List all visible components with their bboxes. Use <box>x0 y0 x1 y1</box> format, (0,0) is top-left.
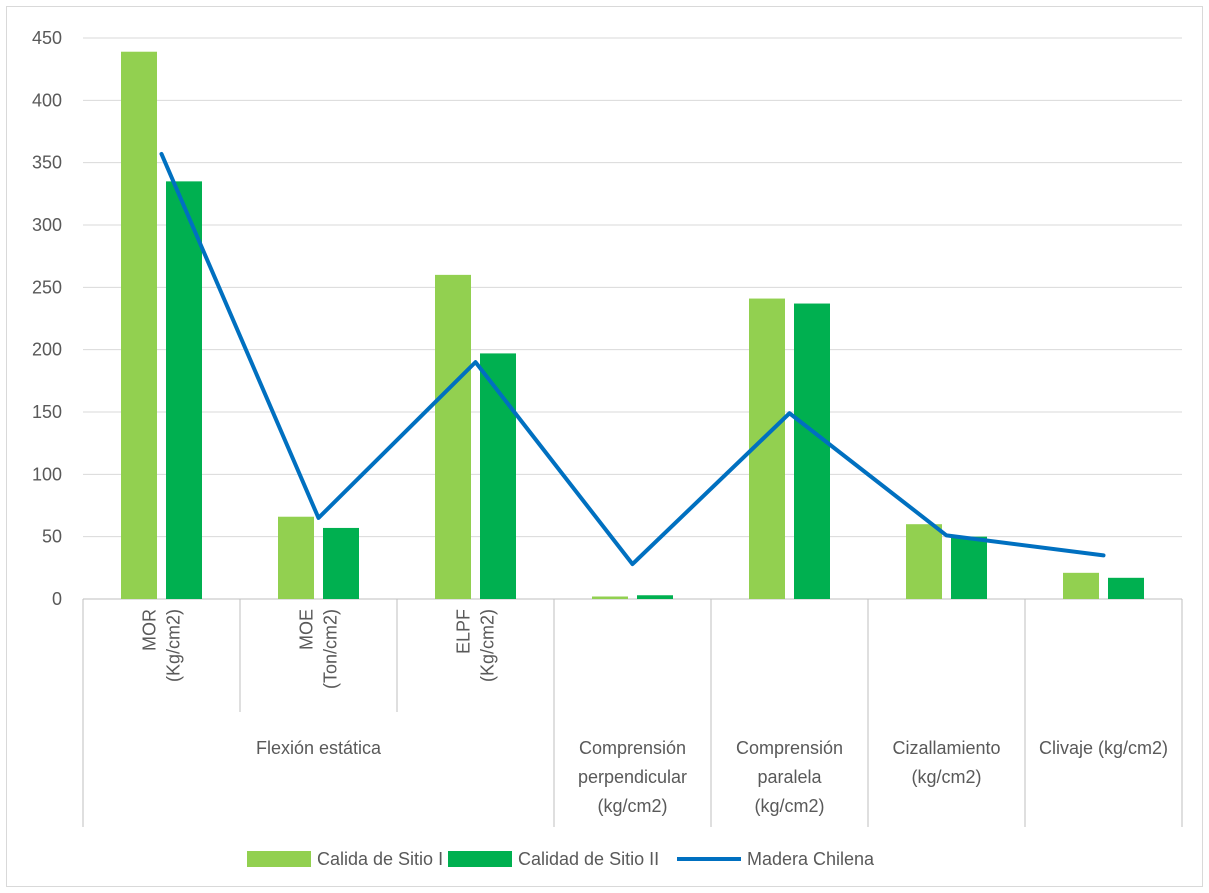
legend-swatch <box>247 851 311 867</box>
bar <box>906 524 942 599</box>
x-tick-label: MOE (Ton/cm2) <box>297 609 341 689</box>
chart: 0 50 100 150 200 250 300 350 400 450 MOR (Kg/cm2) MO… <box>32 28 1183 869</box>
y-tick-label: 100 <box>32 464 62 484</box>
y-tick-label: 50 <box>42 527 62 547</box>
bar <box>592 596 628 599</box>
legend-label: Madera Chilena <box>747 849 875 869</box>
y-tick-label: 350 <box>32 153 62 173</box>
bar <box>166 181 202 599</box>
x-tick-label: Clivaje (kg/cm2) <box>1039 738 1168 758</box>
y-tick-label: 150 <box>32 402 62 422</box>
y-tick-label: 450 <box>32 28 62 48</box>
x-tick-label: Cizallamiento (kg/cm2) <box>892 738 1000 787</box>
x-tick-label: MOR (Kg/cm2) <box>140 609 184 682</box>
bar <box>435 274 471 599</box>
bar <box>480 353 516 599</box>
x-tick-label: Comprensión paralela (kg/cm2) <box>736 738 843 816</box>
bar <box>637 595 673 599</box>
bar <box>1063 572 1099 599</box>
y-tick-label: 300 <box>32 215 62 235</box>
y-tick-label: 0 <box>52 589 62 609</box>
bar <box>794 303 830 599</box>
y-tick-label: 200 <box>32 340 62 360</box>
legend-swatch <box>448 851 512 867</box>
bar <box>951 536 987 599</box>
line-series <box>159 151 1106 567</box>
y-tick-label: 250 <box>32 277 62 297</box>
bar <box>1108 577 1144 599</box>
legend-label: Calida de Sitio I <box>317 849 443 869</box>
y-tick-label: 400 <box>32 90 62 110</box>
x-tick-label: Comprensión perpendicular (kg/cm2) <box>578 738 687 816</box>
bar <box>121 51 157 600</box>
bar <box>278 516 314 599</box>
bar <box>323 527 359 599</box>
legend-label: Calidad de Sitio II <box>518 849 659 869</box>
chart-frame: 0 50 100 150 200 250 300 350 400 450 MOR (Kg/cm2) MO… <box>6 6 1203 887</box>
group-label: Flexión estática <box>256 738 382 758</box>
x-tick-label: ELPF (Kg/cm2) <box>454 609 498 682</box>
